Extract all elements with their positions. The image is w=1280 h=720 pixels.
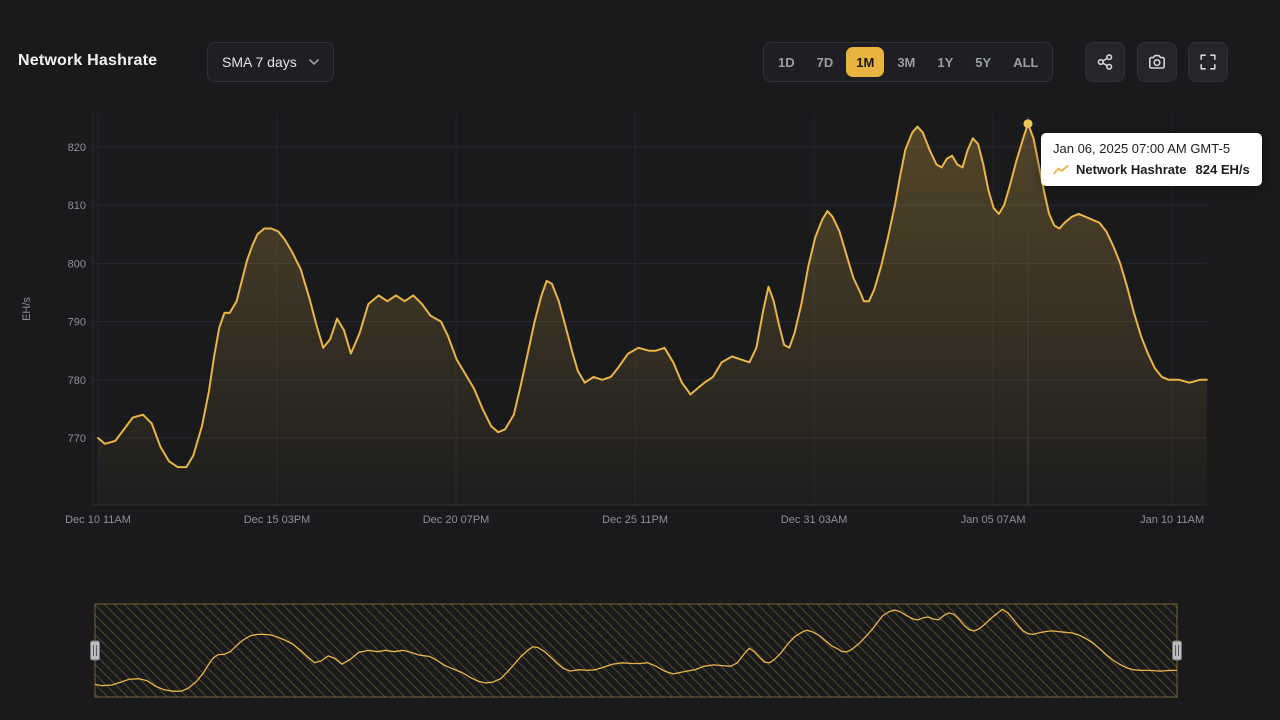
range-button-7d[interactable]: 7D: [806, 43, 845, 81]
tooltip-value: 824 EH/s: [1195, 162, 1250, 177]
share-icon: [1097, 54, 1113, 70]
y-tick-label: 800: [68, 258, 86, 270]
fullscreen-icon: [1200, 54, 1216, 70]
sma-dropdown[interactable]: SMA 7 days: [207, 42, 334, 82]
x-tick-label: Jan 10 11AM: [1140, 514, 1204, 526]
series-line: [97, 122, 1208, 469]
x-tick-label: Dec 15 03PM: [244, 514, 311, 526]
page-title: Network Hashrate: [18, 52, 158, 69]
tooltip-datetime: Jan 06, 2025 07:00 AM GMT-5: [1053, 141, 1231, 156]
range-button-all[interactable]: ALL: [1002, 43, 1049, 81]
x-tick-label: Jan 05 07AM: [961, 514, 1026, 526]
x-tick-label: Dec 20 07PM: [423, 514, 490, 526]
range-button-5y[interactable]: 5Y: [964, 43, 1002, 81]
series-area: [98, 123, 1207, 505]
y-tick-label: 780: [68, 375, 86, 387]
marker-point: [1023, 119, 1033, 129]
range-button-1d[interactable]: 1D: [767, 43, 806, 81]
navigator-series: [94, 608, 1177, 692]
navigator-handle-right[interactable]: [1172, 640, 1182, 661]
sma-dropdown-label: SMA 7 days: [222, 54, 297, 70]
share-button[interactable]: [1085, 42, 1125, 82]
fullscreen-button[interactable]: [1188, 42, 1228, 82]
camera-icon: [1149, 54, 1165, 69]
chart-tooltip: Jan 06, 2025 07:00 AM GMT-5 Network Hash…: [1041, 133, 1262, 186]
y-tick-label: 770: [68, 433, 86, 445]
tooltip-series-label: Network Hashrate: [1076, 162, 1187, 177]
x-tick-label: Dec 25 11PM: [602, 514, 668, 526]
range-button-1y[interactable]: 1Y: [926, 43, 964, 81]
range-selector: 1D 7D 1M 3M 1Y 5Y ALL: [763, 42, 1054, 82]
snapshot-button[interactable]: [1137, 42, 1177, 82]
range-button-3m[interactable]: 3M: [886, 43, 926, 81]
series-line-icon: [1053, 164, 1069, 174]
range-button-1m[interactable]: 1M: [846, 47, 885, 77]
x-tick-label: Dec 31 03AM: [781, 514, 848, 526]
navigator-handle-left[interactable]: [90, 640, 100, 661]
y-axis-title: EH/s: [21, 297, 33, 321]
navigator-track[interactable]: [94, 603, 1178, 698]
y-tick-label: 790: [68, 317, 86, 329]
y-tick-label: 810: [68, 200, 86, 212]
x-tick-label: Dec 10 11AM: [65, 514, 131, 526]
chevron-down-icon: [308, 59, 319, 65]
y-tick-label: 820: [68, 142, 86, 154]
